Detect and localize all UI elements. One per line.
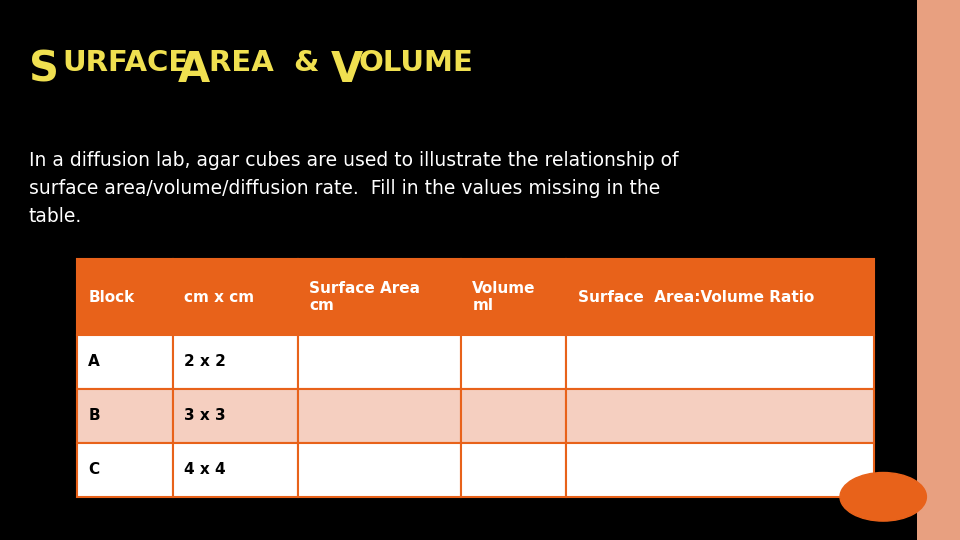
FancyBboxPatch shape: [77, 443, 173, 497]
FancyBboxPatch shape: [298, 389, 461, 443]
FancyBboxPatch shape: [173, 335, 298, 389]
Text: V: V: [331, 49, 364, 91]
Text: Block: Block: [88, 289, 134, 305]
FancyBboxPatch shape: [461, 389, 566, 443]
Text: C: C: [88, 462, 100, 477]
Text: S: S: [29, 49, 59, 91]
Text: Volume
ml: Volume ml: [472, 281, 536, 313]
Text: Surface Area
cm: Surface Area cm: [309, 281, 420, 313]
FancyBboxPatch shape: [566, 335, 874, 389]
FancyBboxPatch shape: [461, 443, 566, 497]
Text: URFACE: URFACE: [62, 49, 189, 77]
Text: B: B: [88, 408, 100, 423]
Text: 2 x 2: 2 x 2: [184, 354, 227, 369]
FancyBboxPatch shape: [566, 389, 874, 443]
FancyBboxPatch shape: [461, 335, 566, 389]
Text: 3 x 3: 3 x 3: [184, 408, 226, 423]
FancyBboxPatch shape: [566, 259, 874, 335]
FancyBboxPatch shape: [173, 389, 298, 443]
Text: OLUME: OLUME: [358, 49, 473, 77]
Text: REA  &: REA &: [209, 49, 320, 77]
FancyBboxPatch shape: [173, 443, 298, 497]
FancyBboxPatch shape: [173, 259, 298, 335]
FancyBboxPatch shape: [77, 259, 173, 335]
FancyBboxPatch shape: [298, 443, 461, 497]
Text: A: A: [178, 49, 210, 91]
FancyBboxPatch shape: [461, 259, 566, 335]
Text: 4 x 4: 4 x 4: [184, 462, 226, 477]
FancyBboxPatch shape: [566, 443, 874, 497]
FancyBboxPatch shape: [298, 259, 461, 335]
FancyBboxPatch shape: [298, 335, 461, 389]
Text: A: A: [88, 354, 100, 369]
Circle shape: [840, 472, 926, 521]
FancyBboxPatch shape: [77, 389, 173, 443]
Text: In a diffusion lab, agar cubes are used to illustrate the relationship of
surfac: In a diffusion lab, agar cubes are used …: [29, 151, 679, 226]
FancyBboxPatch shape: [77, 335, 173, 389]
Text: cm x cm: cm x cm: [184, 289, 254, 305]
FancyBboxPatch shape: [917, 0, 960, 540]
Text: Surface  Area:Volume Ratio: Surface Area:Volume Ratio: [578, 289, 814, 305]
